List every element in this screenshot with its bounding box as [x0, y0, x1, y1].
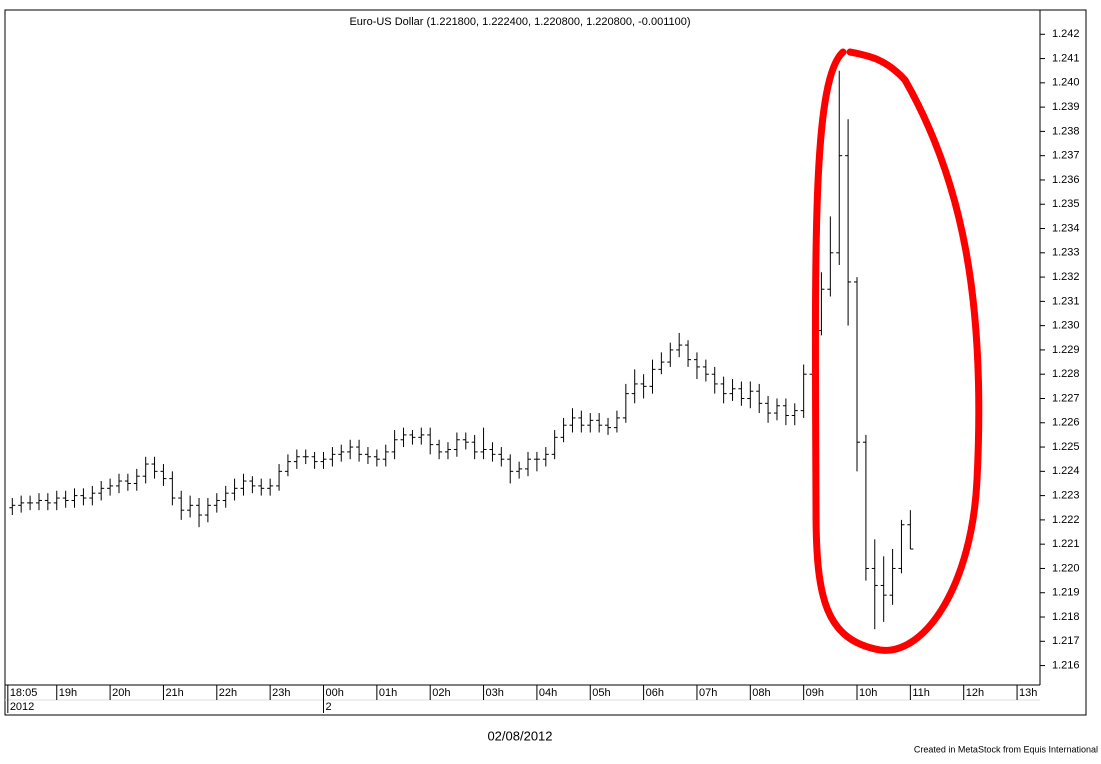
- x-tick-label: 13h: [1019, 687, 1037, 699]
- y-tick-label: 1.242: [1052, 28, 1080, 40]
- y-tick-label: 1.240: [1052, 77, 1080, 89]
- x-tick-label: 22h: [219, 687, 237, 699]
- y-tick-label: 1.233: [1052, 247, 1080, 259]
- y-tick-label: 1.229: [1052, 344, 1080, 356]
- x-tick-label: 18:05: [10, 687, 38, 699]
- y-tick-label: 1.235: [1052, 198, 1080, 210]
- x-tick-label: 20h: [112, 687, 130, 699]
- y-tick-label: 1.224: [1052, 465, 1080, 477]
- y-tick-label: 1.239: [1052, 101, 1080, 113]
- date-tick-label: 2: [326, 701, 332, 713]
- y-tick-label: 1.237: [1052, 150, 1080, 162]
- x-tick-label: 06h: [646, 687, 664, 699]
- y-tick-label: 1.220: [1052, 562, 1080, 574]
- y-tick-label: 1.232: [1052, 271, 1080, 283]
- x-tick-label: 01h: [379, 687, 397, 699]
- date-tick-label: 2012: [10, 701, 34, 713]
- y-tick-label: 1.234: [1052, 222, 1080, 234]
- x-tick-label: 21h: [165, 687, 183, 699]
- chart-title: Euro-US Dollar (1.221800, 1.222400, 1.22…: [349, 16, 690, 28]
- y-tick-label: 1.222: [1052, 514, 1080, 526]
- y-tick-label: 1.238: [1052, 125, 1080, 137]
- y-tick-label: 1.227: [1052, 392, 1080, 404]
- y-tick-label: 1.230: [1052, 320, 1080, 332]
- y-tick-label: 1.226: [1052, 417, 1080, 429]
- x-tick-label: 02h: [432, 687, 450, 699]
- x-tick-label: 03h: [486, 687, 504, 699]
- x-tick-label: 10h: [859, 687, 877, 699]
- highlight-circle: [811, 48, 983, 654]
- y-tick-label: 1.236: [1052, 174, 1080, 186]
- y-tick-label: 1.228: [1052, 368, 1080, 380]
- y-tick-label: 1.218: [1052, 611, 1080, 623]
- x-tick-label: 07h: [699, 687, 717, 699]
- x-tick-label: 23h: [272, 687, 290, 699]
- footer: Created in MetaStock from Equis Internat…: [914, 744, 1098, 754]
- y-tick-label: 1.217: [1052, 635, 1080, 647]
- frame: [4, 9, 1087, 716]
- y-tick-label: 1.216: [1052, 659, 1080, 671]
- x-tick-label: 12h: [966, 687, 984, 699]
- y-tick-label: 1.223: [1052, 490, 1080, 502]
- x-tick-label: 19h: [59, 687, 77, 699]
- y-tick-label: 1.221: [1052, 538, 1080, 550]
- y-tick-label: 1.225: [1052, 441, 1080, 453]
- x-tick-label: 08h: [752, 687, 770, 699]
- x-tick-label: 04h: [539, 687, 557, 699]
- x-tick-label: 00h: [326, 687, 344, 699]
- y-tick-label: 1.241: [1052, 52, 1080, 64]
- y-tick-label: 1.231: [1052, 295, 1080, 307]
- x-tick-label: 09h: [806, 687, 824, 699]
- plot-marks: [9, 70, 914, 630]
- x-tick-label: 05h: [592, 687, 610, 699]
- y-tick-label: 1.219: [1052, 587, 1080, 599]
- x-axis-label: 02/08/2012: [487, 728, 552, 743]
- x-tick-label: 11h: [912, 687, 930, 699]
